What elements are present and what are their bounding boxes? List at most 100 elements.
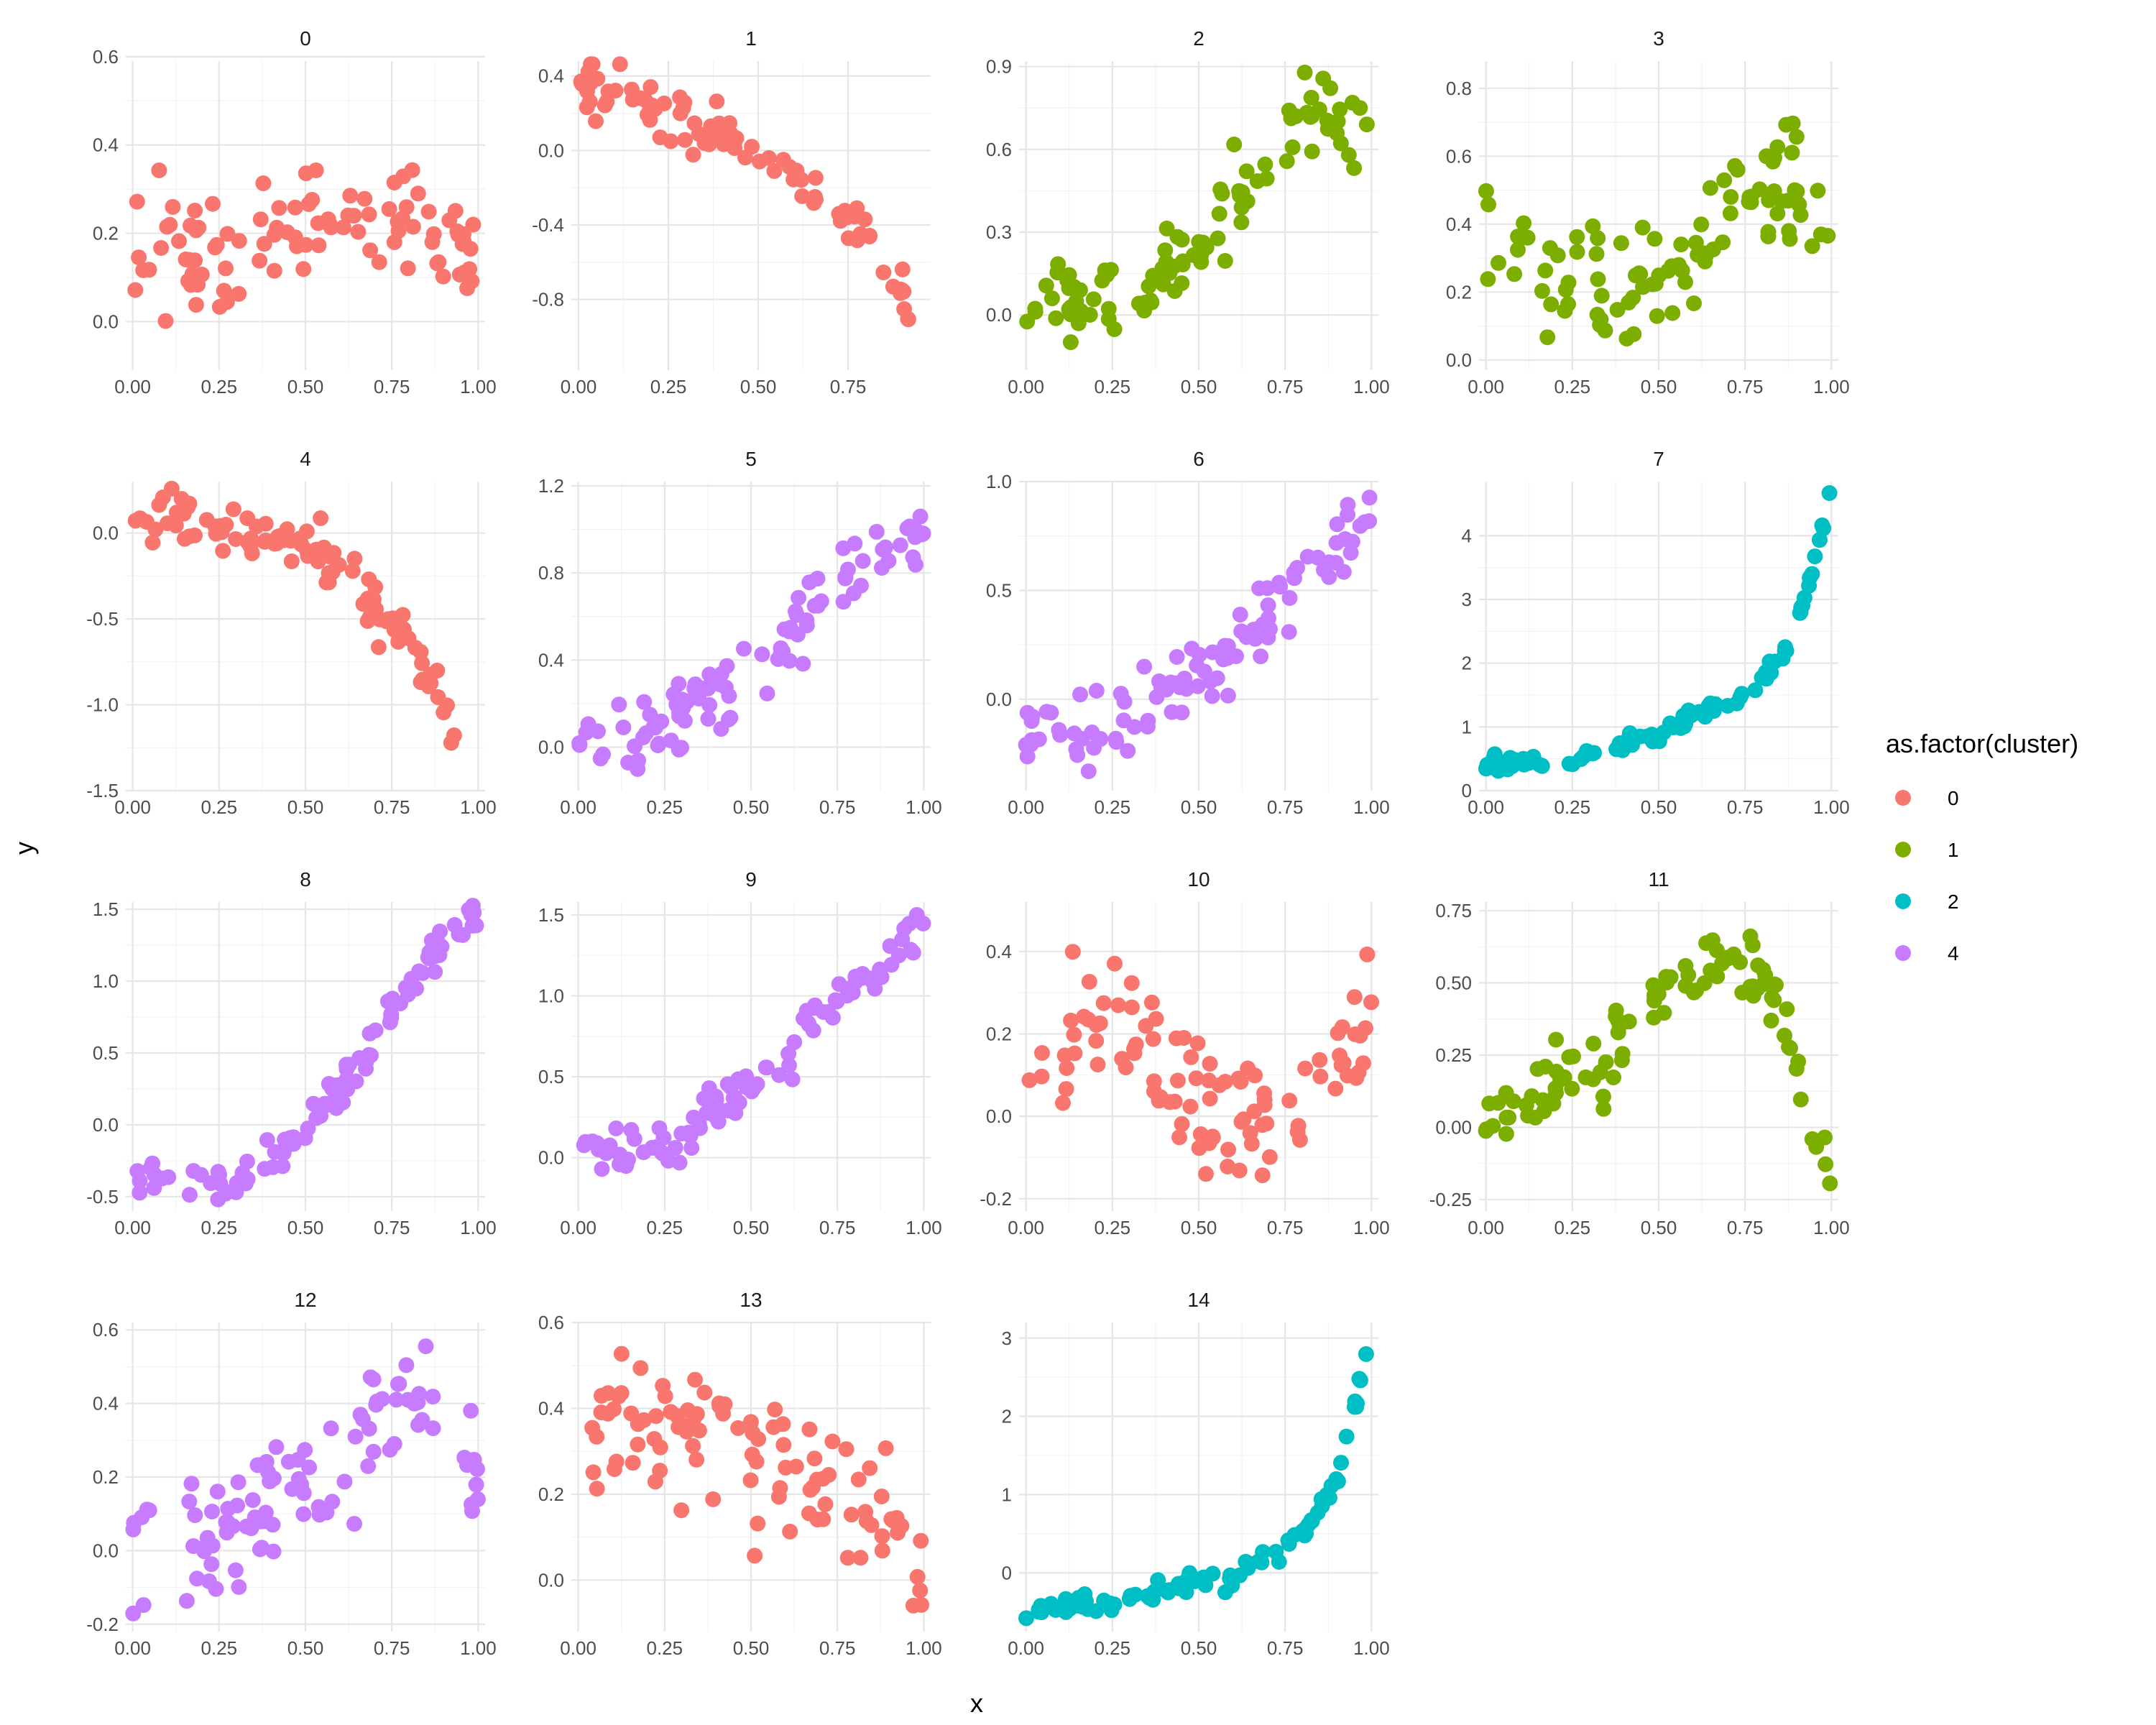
data-point [667,1140,683,1156]
data-point [1510,229,1526,245]
data-point [1289,560,1305,576]
facet-strip-label: 4 [300,448,311,470]
data-point [405,218,421,235]
data-point [295,261,312,277]
data-point [892,285,908,301]
y-tick-label: 0.8 [538,562,564,584]
data-point [1722,205,1738,221]
data-point [454,926,471,943]
data-point [335,1094,351,1110]
data-point [784,1071,801,1087]
y-tick-label: 1.0 [538,985,564,1007]
data-point [1297,1060,1314,1077]
data-point [671,1154,688,1171]
data-point [1763,1012,1779,1029]
legend-key-marker [1895,893,1911,909]
data-point [155,489,171,505]
data-point [1086,740,1102,756]
data-point [1332,135,1349,152]
data-point [210,1164,226,1180]
data-point [831,976,847,993]
data-point [839,1550,856,1566]
x-tick-label: 0.25 [1554,376,1591,397]
data-point [167,518,184,534]
data-point [642,79,659,96]
data-point [807,170,824,186]
data-point [677,132,694,148]
data-point [266,226,282,243]
facet-strip-label: 14 [1187,1289,1210,1311]
data-point [1557,303,1573,319]
data-point [1342,545,1359,561]
data-point [1804,566,1820,582]
data-point [788,603,803,620]
data-point [1821,485,1838,501]
data-point [247,1509,263,1526]
x-tick-label: 0.25 [1554,796,1591,818]
y-tick-label: 0.2 [1446,281,1472,303]
data-point [1253,648,1269,665]
data-point [324,1494,341,1510]
data-point [1644,733,1661,750]
y-tick-label: 0.6 [1446,145,1472,167]
data-point [1056,1597,1072,1614]
data-point [1174,1116,1190,1132]
data-point [1304,143,1320,160]
data-point [256,236,272,252]
data-point [203,1556,220,1573]
data-point [446,727,462,743]
data-point [696,1384,713,1401]
data-point [1080,763,1097,780]
data-point [1569,244,1585,260]
data-point [744,1446,760,1463]
data-point [1769,139,1786,155]
data-point [1059,1060,1075,1076]
data-point [1779,1001,1795,1018]
data-point [745,1080,762,1096]
data-point [1183,1049,1199,1065]
data-point [1327,1080,1344,1097]
data-point [1197,663,1212,680]
y-tick-label: 3 [1002,1328,1012,1349]
data-point [1720,698,1736,714]
data-point [1769,206,1786,222]
y-tick-label: 0.0 [538,736,564,758]
data-point [1613,1052,1630,1069]
data-point [360,1458,377,1474]
data-point [1153,1089,1169,1105]
data-point [1359,946,1376,962]
data-point [1707,696,1723,712]
data-point [1120,742,1136,759]
data-point [231,1579,247,1595]
data-point [1100,310,1117,327]
data-point [153,240,170,256]
data-point [285,1136,302,1152]
data-point [131,249,147,266]
data-point [1233,214,1250,231]
y-tick-label: -0.5 [86,1186,119,1208]
data-point [1254,1167,1271,1184]
data-point [1610,1012,1626,1029]
data-point [211,299,228,315]
x-tick-label: 0.50 [733,796,770,818]
data-point [789,626,806,643]
x-tick-label: 0.75 [819,1217,856,1238]
data-point [1094,272,1110,289]
data-point [648,1408,664,1425]
facet-strip-label: 7 [1653,448,1664,470]
data-point [821,1467,837,1483]
data-point [589,1481,605,1497]
x-tick-label: 0.00 [1468,796,1504,818]
data-point [313,510,329,526]
data-point [874,1528,890,1545]
data-point [187,527,203,543]
data-point [892,537,908,553]
data-point [225,1518,241,1535]
x-tick-label: 1.00 [460,1217,497,1238]
x-tick-label: 0.75 [374,1637,410,1659]
data-point [625,91,641,108]
data-point [805,1022,821,1039]
data-point [290,1452,306,1468]
data-point [132,1172,148,1189]
data-point [254,1540,270,1556]
